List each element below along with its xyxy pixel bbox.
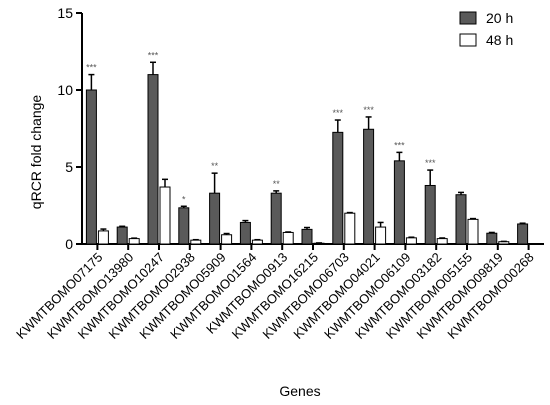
bar-20h [270, 192, 282, 245]
bar-48h [467, 218, 479, 245]
bar-48h [282, 231, 294, 245]
bar-48h [344, 212, 356, 245]
bar-48h [436, 238, 448, 245]
significance-label: *** [333, 108, 344, 118]
x-axis-title: Genes [279, 383, 320, 399]
significance-label: ** [211, 161, 219, 171]
bar-48h [128, 238, 140, 245]
bar-48h [190, 239, 202, 245]
bar-20h [301, 228, 313, 245]
bar-20h [424, 184, 436, 245]
bar-48h [405, 237, 417, 245]
legend-swatch-48h [459, 33, 477, 47]
bar-48h [375, 226, 387, 245]
bar-20h [178, 207, 190, 245]
bar-20h [455, 194, 467, 245]
legend-swatch-20h [459, 11, 477, 25]
significance-label: *** [394, 140, 405, 150]
bar-20h [486, 232, 498, 245]
plot-area: 051015***KWMTBOMO07175KWMTBOMO13980***KW… [13, 5, 544, 342]
y-tick-label: 10 [57, 82, 73, 98]
bar-20h [332, 131, 344, 245]
y-tick-label: 0 [65, 236, 73, 252]
significance-label: ** [273, 179, 281, 189]
y-tick-label: 5 [65, 159, 73, 175]
bar-20h [239, 221, 251, 245]
bar-20h [209, 192, 221, 245]
bar-20h [363, 128, 375, 245]
bar-48h [251, 239, 263, 245]
bar-48h [97, 230, 109, 245]
significance-label: *** [148, 50, 159, 60]
significance-label: *** [363, 105, 374, 115]
bar-20h [393, 160, 405, 245]
bar-48h [159, 186, 171, 245]
legend-label: 20 h [486, 10, 513, 26]
legend: 20 h 48 h [459, 10, 513, 48]
y-axis-title: qRCR fold change [28, 95, 44, 210]
significance-label: *** [425, 158, 436, 168]
bar-20h [85, 89, 97, 245]
significance-label: * [182, 194, 186, 204]
y-tick-label: 15 [57, 5, 73, 21]
bar-20h [517, 223, 529, 245]
bar-20h [147, 74, 159, 245]
significance-label: *** [86, 63, 97, 73]
bar-20h [116, 226, 128, 245]
bar-48h [221, 234, 233, 245]
legend-label: 48 h [486, 32, 513, 48]
